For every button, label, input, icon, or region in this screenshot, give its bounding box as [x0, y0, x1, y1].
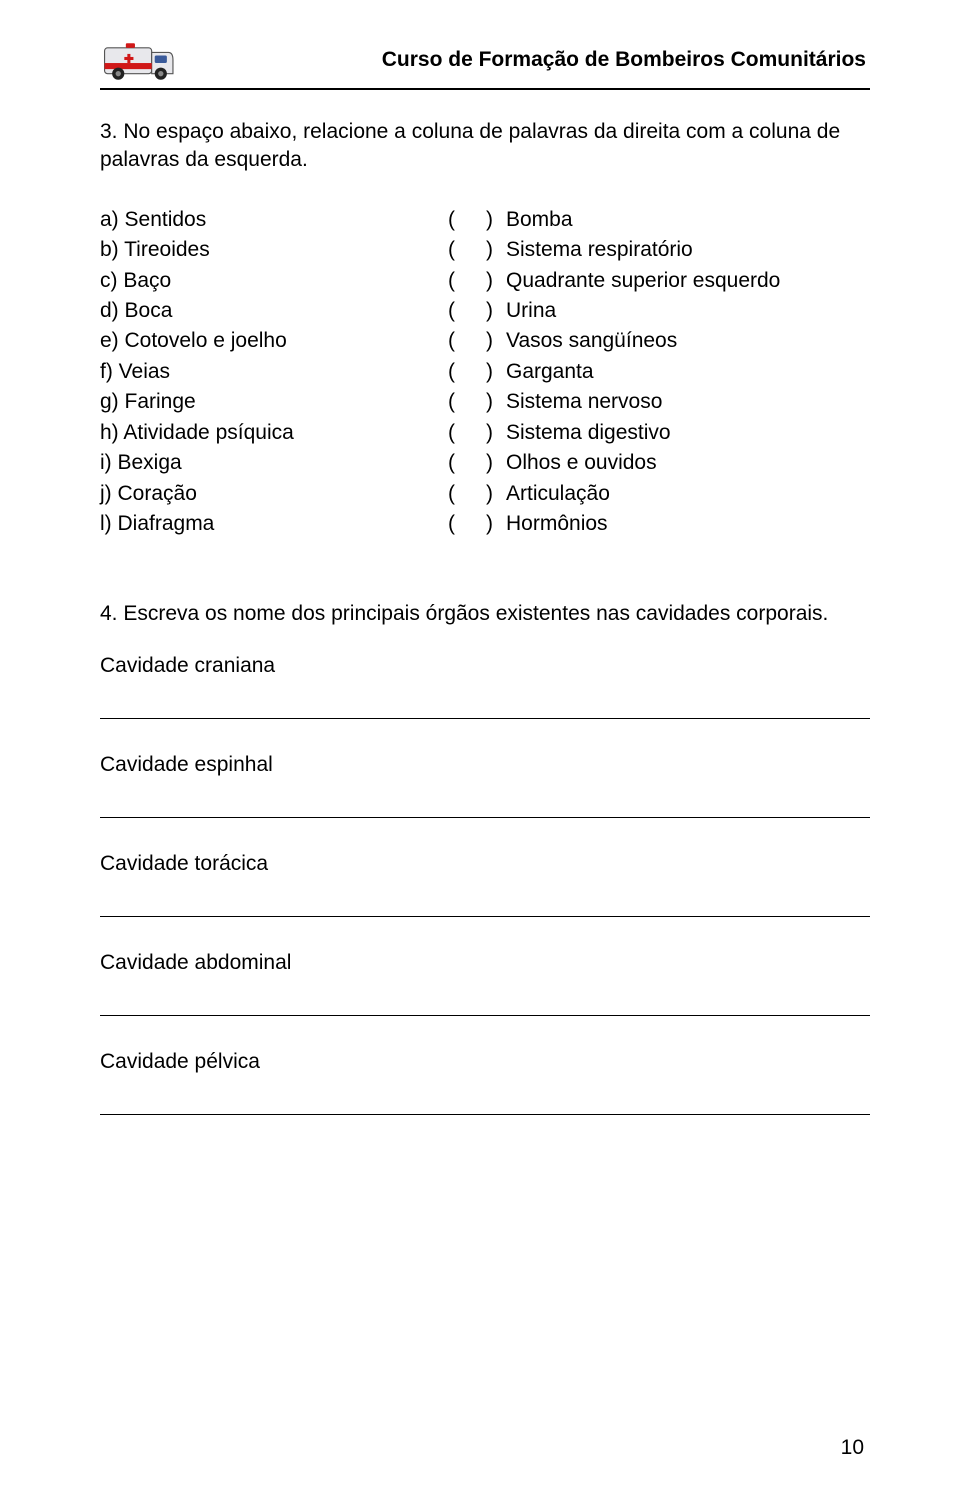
answer-line: [100, 817, 870, 818]
match-left-item: i) Bexiga: [100, 448, 400, 478]
match-right-label: Urina: [506, 296, 556, 326]
match-right-item: ()Hormônios: [448, 509, 870, 539]
match-left-item: c) Baço: [100, 266, 400, 296]
page: Curso de Formação de Bombeiros Comunitár…: [0, 0, 960, 1496]
match-right-item: ()Olhos e ouvidos: [448, 448, 870, 478]
match-left-item: e) Cotovelo e joelho: [100, 326, 400, 356]
match-left-item: h) Atividade psíquica: [100, 418, 400, 448]
question-4-text: 4. Escreva os nome dos principais órgãos…: [100, 600, 870, 628]
match-right-item: ()Articulação: [448, 479, 870, 509]
match-right-item: ()Vasos sangüíneos: [448, 326, 870, 356]
cavity-label: Cavidade pélvica: [100, 1050, 870, 1074]
match-right-label: Sistema respiratório: [506, 235, 693, 265]
match-right-label: Quadrante superior esquerdo: [506, 266, 780, 296]
match-left-item: a) Sentidos: [100, 205, 400, 235]
ambulance-icon: [100, 36, 176, 84]
match-right-label: Vasos sangüíneos: [506, 326, 677, 356]
page-header: Curso de Formação de Bombeiros Comunitár…: [100, 36, 870, 84]
matching-table: a) Sentidos b) Tireoides c) Baço d) Boca…: [100, 205, 870, 540]
answer-line: [100, 718, 870, 719]
match-right-item: ()Sistema respiratório: [448, 235, 870, 265]
page-number: 10: [841, 1436, 864, 1460]
match-right-item: ()Urina: [448, 296, 870, 326]
match-right-item: ()Garganta: [448, 357, 870, 387]
match-right-label: Articulação: [506, 479, 610, 509]
header-rule: [100, 88, 870, 90]
match-right-label: Hormônios: [506, 509, 608, 539]
cavity-block: Cavidade torácica: [100, 852, 870, 917]
match-left-item: g) Faringe: [100, 387, 400, 417]
cavity-block: Cavidade craniana: [100, 654, 870, 719]
match-right-item: ()Sistema nervoso: [448, 387, 870, 417]
matching-right-column: ()Bomba ()Sistema respiratório ()Quadran…: [448, 205, 870, 540]
cavity-label: Cavidade craniana: [100, 654, 870, 678]
answer-line: [100, 916, 870, 917]
match-right-label: Garganta: [506, 357, 594, 387]
match-left-item: d) Boca: [100, 296, 400, 326]
match-right-item: ()Bomba: [448, 205, 870, 235]
match-right-label: Sistema nervoso: [506, 387, 662, 417]
match-right-item: ()Sistema digestivo: [448, 418, 870, 448]
match-left-item: f) Veias: [100, 357, 400, 387]
match-right-label: Olhos e ouvidos: [506, 448, 657, 478]
match-right-item: ()Quadrante superior esquerdo: [448, 266, 870, 296]
matching-left-column: a) Sentidos b) Tireoides c) Baço d) Boca…: [100, 205, 400, 540]
match-right-label: Bomba: [506, 205, 573, 235]
cavity-block: Cavidade espinhal: [100, 753, 870, 818]
question-3-text: 3. No espaço abaixo, relacione a coluna …: [100, 118, 870, 175]
header-title: Curso de Formação de Bombeiros Comunitár…: [188, 48, 870, 72]
cavity-label: Cavidade torácica: [100, 852, 870, 876]
match-left-item: j) Coração: [100, 479, 400, 509]
answer-line: [100, 1114, 870, 1115]
match-left-item: b) Tireoides: [100, 235, 400, 265]
cavity-block: Cavidade abdominal: [100, 951, 870, 1016]
cavity-label: Cavidade espinhal: [100, 753, 870, 777]
cavity-block: Cavidade pélvica: [100, 1050, 870, 1115]
match-left-item: l) Diafragma: [100, 509, 400, 539]
cavity-label: Cavidade abdominal: [100, 951, 870, 975]
match-right-label: Sistema digestivo: [506, 418, 671, 448]
answer-line: [100, 1015, 870, 1016]
